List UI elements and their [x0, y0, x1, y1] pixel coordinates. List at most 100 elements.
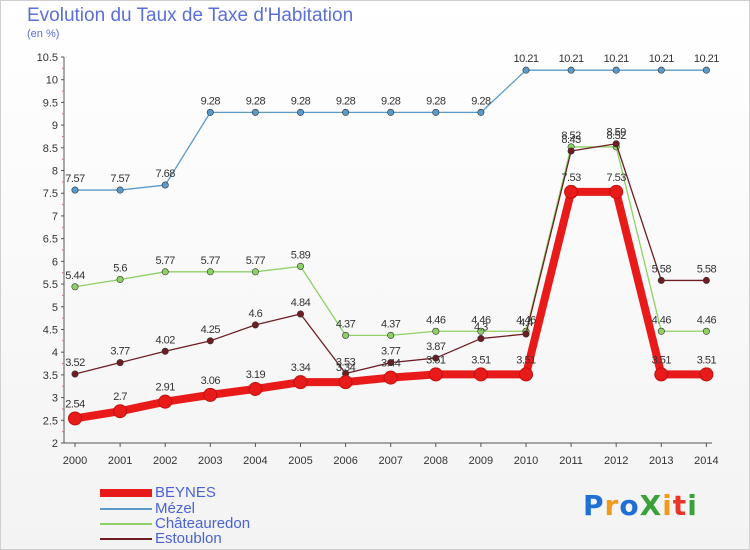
y-tick-label: 9: [52, 120, 58, 132]
data-label: 4.46: [516, 314, 536, 326]
y-tick-label: 4: [52, 347, 58, 359]
data-label: 3.44: [381, 358, 401, 370]
y-tick-label: 6.5: [43, 234, 58, 246]
data-label: 3.52: [65, 357, 85, 369]
data-point-series-2: [251, 268, 259, 276]
data-label: 4.84: [291, 297, 311, 309]
logo-letter: r: [604, 489, 620, 522]
y-tick-label: 7: [52, 211, 58, 223]
data-point-beynes: [428, 367, 443, 382]
logo-letter: P: [583, 489, 605, 522]
data-label: 4.4: [519, 317, 533, 329]
data-point-series-3: [296, 310, 304, 318]
data-label: 3.53: [336, 357, 356, 369]
logo-letter: X: [639, 489, 663, 522]
data-point-series-2: [477, 327, 485, 335]
y-tick-label: 10.5: [37, 52, 58, 64]
data-point-beynes: [203, 387, 218, 402]
logo-letter: t: [672, 489, 688, 522]
data-point-beynes: [609, 184, 624, 199]
data-point-series-2: [161, 268, 169, 276]
data-label: 9.28: [426, 95, 446, 107]
data-point-series-3: [432, 354, 440, 362]
legend-label-chateauredon: Châteauredon: [155, 515, 251, 532]
data-point-series-1: [116, 186, 124, 194]
data-point-beynes: [338, 375, 353, 390]
data-point-beynes: [654, 367, 669, 382]
data-label: 9.28: [291, 95, 311, 107]
y-tick-label: 8: [52, 166, 58, 178]
data-label: 9.28: [201, 95, 221, 107]
x-tick-label: 2005: [288, 455, 312, 467]
y-tick-label: 2.5: [43, 415, 58, 427]
data-label: 4.02: [155, 334, 175, 346]
data-label: 9.28: [471, 95, 491, 107]
y-tick-label: 5.5: [43, 279, 58, 291]
y-tick-label: 9.5: [43, 97, 58, 109]
data-label: 3.87: [426, 341, 446, 353]
data-label: 3.06: [201, 375, 221, 387]
y-tick-label: 5: [52, 302, 58, 314]
data-label: 7.57: [110, 173, 130, 185]
data-label: 5.77: [246, 255, 266, 267]
x-tick-label: 2013: [649, 455, 673, 467]
data-point-series-1: [522, 66, 530, 74]
data-label: 9.28: [246, 95, 266, 107]
data-point-series-1: [206, 108, 214, 116]
data-point-beynes: [293, 375, 308, 390]
x-tick-label: 2000: [63, 455, 87, 467]
logo-letter: i: [662, 489, 673, 522]
data-label: 4.46: [652, 314, 672, 326]
data-point-series-3: [387, 359, 395, 367]
x-tick-label: 2002: [153, 455, 177, 467]
data-label: 7.57: [65, 173, 85, 185]
data-label: 3.19: [246, 369, 266, 381]
data-label: 3.51: [652, 354, 672, 366]
data-point-series-1: [387, 108, 395, 116]
data-point-series-3: [206, 337, 214, 345]
y-tick-label: 10: [46, 75, 58, 87]
data-label: 4.46: [697, 314, 717, 326]
data-label: 3.34: [336, 362, 356, 374]
x-tick-label: 2011: [559, 455, 583, 467]
data-point-series-1: [296, 108, 304, 116]
data-label: 8.59: [606, 127, 626, 139]
data-label: 4.25: [201, 324, 221, 336]
data-label: 4.46: [426, 314, 446, 326]
data-label: 4.37: [336, 318, 356, 330]
data-label: 4.46: [471, 314, 491, 326]
x-tick-label: 2010: [514, 455, 538, 467]
data-label: 7.53: [606, 172, 626, 184]
data-label: 3.51: [697, 354, 717, 366]
data-label: 9.28: [381, 95, 401, 107]
logo-letter: i: [687, 489, 698, 522]
data-label: 10.21: [604, 53, 629, 65]
data-label: 8.52: [606, 130, 626, 142]
x-tick-label: 2006: [333, 455, 357, 467]
x-tick-label: 2001: [108, 455, 132, 467]
x-tick-label: 2014: [694, 455, 718, 467]
data-point-beynes: [113, 404, 128, 419]
data-label: 5.77: [201, 255, 221, 267]
y-tick-label: 7.5: [43, 188, 58, 200]
data-point-beynes: [158, 394, 173, 409]
data-point-series-3: [161, 347, 169, 355]
data-point-series-3: [116, 359, 124, 367]
data-point-series-1: [567, 66, 575, 74]
data-point-series-1: [161, 181, 169, 189]
chart-subtitle: (en %): [27, 28, 60, 40]
data-point-series-1: [657, 66, 665, 74]
legend-label-estoublon: Estoublon: [155, 530, 222, 547]
data-label: 4.37: [381, 318, 401, 330]
data-label: 3.51: [426, 354, 446, 366]
data-label: 8.43: [561, 134, 581, 146]
data-label: 7.68: [155, 168, 175, 180]
data-point-series-1: [612, 66, 620, 74]
legend-swatch-beynes: [100, 489, 152, 497]
data-point-beynes: [68, 411, 82, 426]
data-point-beynes: [248, 381, 263, 396]
proxiti-logo: ProXiti: [583, 489, 698, 522]
data-label: 7.53: [561, 172, 581, 184]
